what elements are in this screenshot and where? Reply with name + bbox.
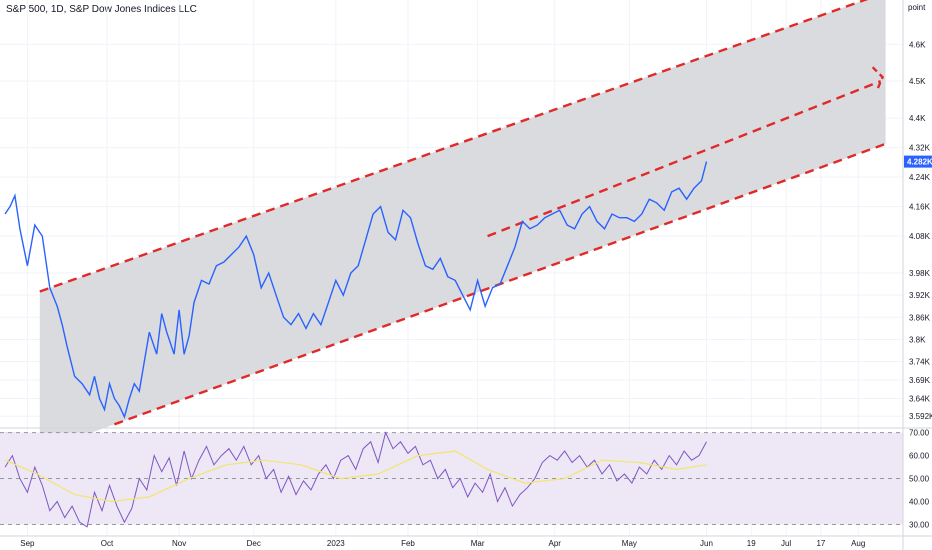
rsi-pane (0, 427, 932, 528)
channel-fill (39, 0, 886, 452)
time-tick-label-1: Oct (101, 539, 114, 548)
time-tick-label-7: Apr (549, 539, 562, 548)
last-price-tag (904, 155, 932, 168)
price-unit-label: point (908, 3, 926, 12)
price-tick-label-4: 4.24K (909, 173, 931, 182)
time-tick-label-3: Dec (247, 539, 261, 548)
price-tick-label-1: 4.5K (909, 77, 926, 86)
rsi-sma-line (4, 450, 707, 503)
price-tick-label-12: 3.69K (909, 376, 931, 385)
rsi-tick-label-4: 30.00 (909, 521, 930, 530)
time-tick-label-6: Mar (471, 539, 485, 548)
chart-title: S&P 500, 1D, S&P Dow Jones Indices LLC (6, 4, 197, 15)
price-tick-label-14: 3.592K (909, 412, 932, 421)
price-tick-label-6: 4.08K (909, 232, 931, 241)
price-tick-label-10: 3.8K (909, 335, 926, 344)
time-tick-label-2: Nov (172, 539, 186, 548)
rsi-tick-label-3: 40.00 (909, 498, 930, 507)
price-tick-label-8: 3.92K (909, 291, 931, 300)
price-tick-label-7: 3.98K (909, 269, 931, 278)
time-tick-label-8: May (622, 539, 637, 548)
price-tick-label-13: 3.64K (909, 394, 931, 403)
price-line (4, 161, 708, 419)
channel-middle-line (487, 80, 882, 238)
time-tick-label-0: Sep (20, 539, 35, 548)
price-channel (39, 0, 886, 452)
time-tick-label-13: Aug (851, 539, 865, 548)
price-tick-label-2: 4.4K (909, 114, 926, 123)
rsi-tick-label-0: 70.00 (909, 429, 930, 438)
price-tick-label-0: 4.6K (909, 40, 926, 49)
rsi-tick-label-2: 50.00 (909, 475, 930, 484)
last-price-label: 4.282K (907, 158, 932, 167)
time-tick-label-12: 17 (816, 539, 825, 548)
time-tick-label-10: 19 (747, 539, 756, 548)
time-tick-label-4: 2023 (327, 539, 345, 548)
time-tick-label-11: Jul (781, 539, 791, 548)
price-tick-label-5: 4.16K (909, 203, 931, 212)
time-tick-label-5: Feb (401, 539, 415, 548)
price-tick-label-9: 3.86K (909, 313, 931, 322)
time-tick-label-9: Jun (700, 539, 713, 548)
price-series (4, 161, 708, 419)
price-tick-label-3: 4.32K (909, 144, 931, 153)
price-tick-label-11: 3.74K (909, 358, 931, 367)
channel-arrowhead (871, 66, 885, 92)
rsi-tick-label-1: 60.00 (909, 452, 930, 461)
rsi-line (4, 431, 707, 528)
